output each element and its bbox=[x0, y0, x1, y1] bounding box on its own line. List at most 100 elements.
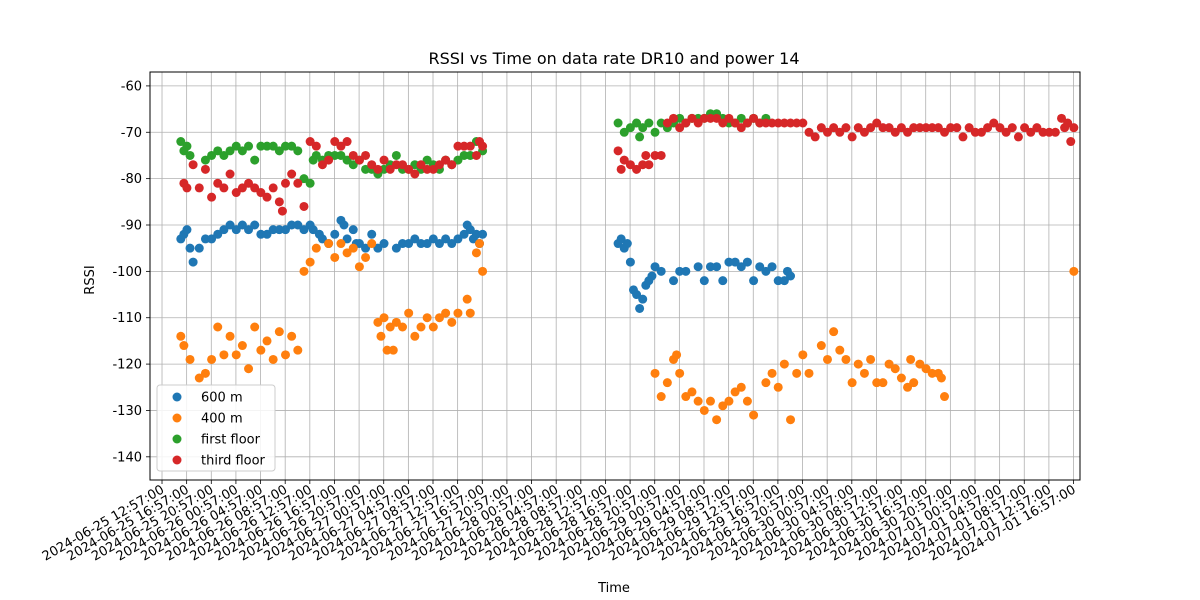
data-point bbox=[1063, 118, 1073, 128]
data-point bbox=[336, 150, 346, 160]
data-point bbox=[779, 359, 789, 369]
data-point bbox=[379, 313, 389, 323]
data-point bbox=[730, 387, 740, 397]
data-point bbox=[995, 123, 1005, 133]
data-point bbox=[434, 160, 444, 170]
chart-title: RSSI vs Time on data rate DR10 and power… bbox=[428, 49, 799, 68]
data-point bbox=[299, 266, 309, 276]
series-400-m bbox=[176, 239, 1079, 425]
data-point bbox=[317, 234, 327, 244]
data-point bbox=[878, 378, 888, 388]
data-point bbox=[176, 137, 186, 147]
data-point bbox=[200, 164, 210, 174]
data-point bbox=[1020, 123, 1030, 133]
data-point bbox=[453, 234, 463, 244]
data-point bbox=[250, 220, 260, 230]
data-point bbox=[749, 113, 759, 123]
y-tick-label: -70 bbox=[121, 126, 142, 141]
data-point bbox=[237, 341, 247, 351]
data-point bbox=[829, 327, 839, 337]
data-point bbox=[225, 169, 235, 179]
data-point bbox=[625, 257, 635, 267]
data-point bbox=[622, 239, 632, 249]
data-point bbox=[280, 350, 290, 360]
data-point bbox=[724, 396, 734, 406]
data-point bbox=[822, 354, 832, 364]
data-point bbox=[182, 225, 192, 235]
data-point bbox=[176, 331, 186, 341]
data-point bbox=[675, 368, 685, 378]
data-point bbox=[244, 364, 254, 374]
data-point bbox=[250, 155, 260, 165]
data-point bbox=[804, 127, 814, 137]
data-point bbox=[742, 396, 752, 406]
data-point bbox=[940, 127, 950, 137]
data-point bbox=[194, 373, 204, 383]
data-point bbox=[903, 127, 913, 137]
data-point bbox=[373, 243, 383, 253]
data-point bbox=[459, 229, 469, 239]
data-point bbox=[662, 378, 672, 388]
data-point bbox=[656, 118, 666, 128]
data-point bbox=[786, 118, 796, 128]
data-point bbox=[256, 229, 266, 239]
data-point bbox=[1013, 132, 1023, 142]
data-point bbox=[404, 239, 414, 249]
data-point bbox=[219, 150, 229, 160]
y-tick-label: -90 bbox=[121, 219, 142, 234]
data-point bbox=[410, 331, 420, 341]
data-point bbox=[681, 118, 691, 128]
data-point bbox=[613, 146, 623, 156]
data-point bbox=[478, 141, 488, 151]
data-point bbox=[983, 123, 993, 133]
data-point bbox=[669, 113, 679, 123]
data-point bbox=[305, 178, 315, 188]
data-point bbox=[373, 164, 383, 174]
data-point bbox=[324, 155, 334, 165]
data-point bbox=[669, 276, 679, 286]
data-point bbox=[404, 164, 414, 174]
data-point bbox=[200, 368, 210, 378]
data-point bbox=[219, 350, 229, 360]
data-point bbox=[213, 146, 223, 156]
data-point bbox=[185, 243, 195, 253]
data-point bbox=[946, 123, 956, 133]
data-point bbox=[287, 220, 297, 230]
data-point bbox=[194, 243, 204, 253]
data-point bbox=[761, 266, 771, 276]
data-point bbox=[379, 239, 389, 249]
data-point bbox=[872, 118, 882, 128]
data-point bbox=[225, 146, 235, 156]
data-point bbox=[1044, 127, 1054, 137]
data-point bbox=[410, 160, 420, 170]
y-tick-label: -100 bbox=[112, 265, 142, 280]
data-point bbox=[185, 150, 195, 160]
data-point bbox=[213, 322, 223, 332]
data-point bbox=[705, 113, 715, 123]
data-point bbox=[391, 150, 401, 160]
data-point bbox=[342, 155, 352, 165]
data-point bbox=[890, 364, 900, 374]
data-point bbox=[1038, 127, 1048, 137]
data-point bbox=[244, 178, 254, 188]
data-point bbox=[453, 308, 463, 318]
data-point bbox=[921, 364, 931, 374]
data-point bbox=[841, 354, 851, 364]
data-point bbox=[361, 243, 371, 253]
data-point bbox=[976, 127, 986, 137]
data-point bbox=[699, 113, 709, 123]
data-point bbox=[453, 141, 463, 151]
data-point bbox=[200, 155, 210, 165]
data-point bbox=[231, 350, 241, 360]
data-point bbox=[872, 378, 882, 388]
data-point bbox=[773, 382, 783, 392]
data-point bbox=[231, 188, 241, 198]
data-point bbox=[391, 243, 401, 253]
data-point bbox=[616, 234, 626, 244]
data-point bbox=[385, 322, 395, 332]
data-point bbox=[231, 225, 241, 235]
data-point bbox=[348, 160, 358, 170]
data-point bbox=[367, 229, 377, 239]
data-point bbox=[736, 113, 746, 123]
data-point bbox=[644, 118, 654, 128]
